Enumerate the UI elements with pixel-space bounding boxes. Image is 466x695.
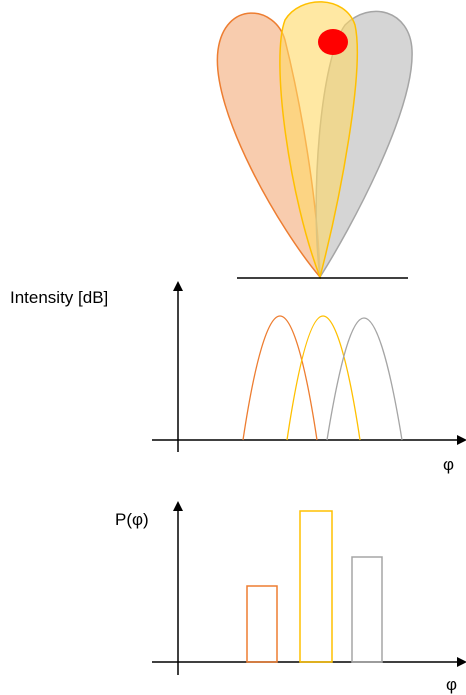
probability-plot: P(φ) φ bbox=[115, 501, 466, 694]
bar-center bbox=[299, 510, 333, 663]
beam-curve-right bbox=[326, 317, 403, 441]
intensity-plot: Intensity [dB] φ bbox=[10, 281, 466, 474]
bar-right bbox=[351, 556, 383, 663]
x-axis-label: φ bbox=[446, 675, 457, 694]
beam-curve-left bbox=[242, 315, 318, 441]
beam-curve-center bbox=[286, 315, 361, 441]
bar-left bbox=[246, 585, 278, 663]
antenna-lobes bbox=[216, 1, 413, 280]
x-axis-label: φ bbox=[443, 455, 454, 474]
y-axis-label: P(φ) bbox=[115, 510, 149, 529]
y-axis-label: Intensity [dB] bbox=[10, 288, 108, 307]
target-dot bbox=[318, 29, 348, 55]
lobe-center bbox=[279, 1, 358, 280]
